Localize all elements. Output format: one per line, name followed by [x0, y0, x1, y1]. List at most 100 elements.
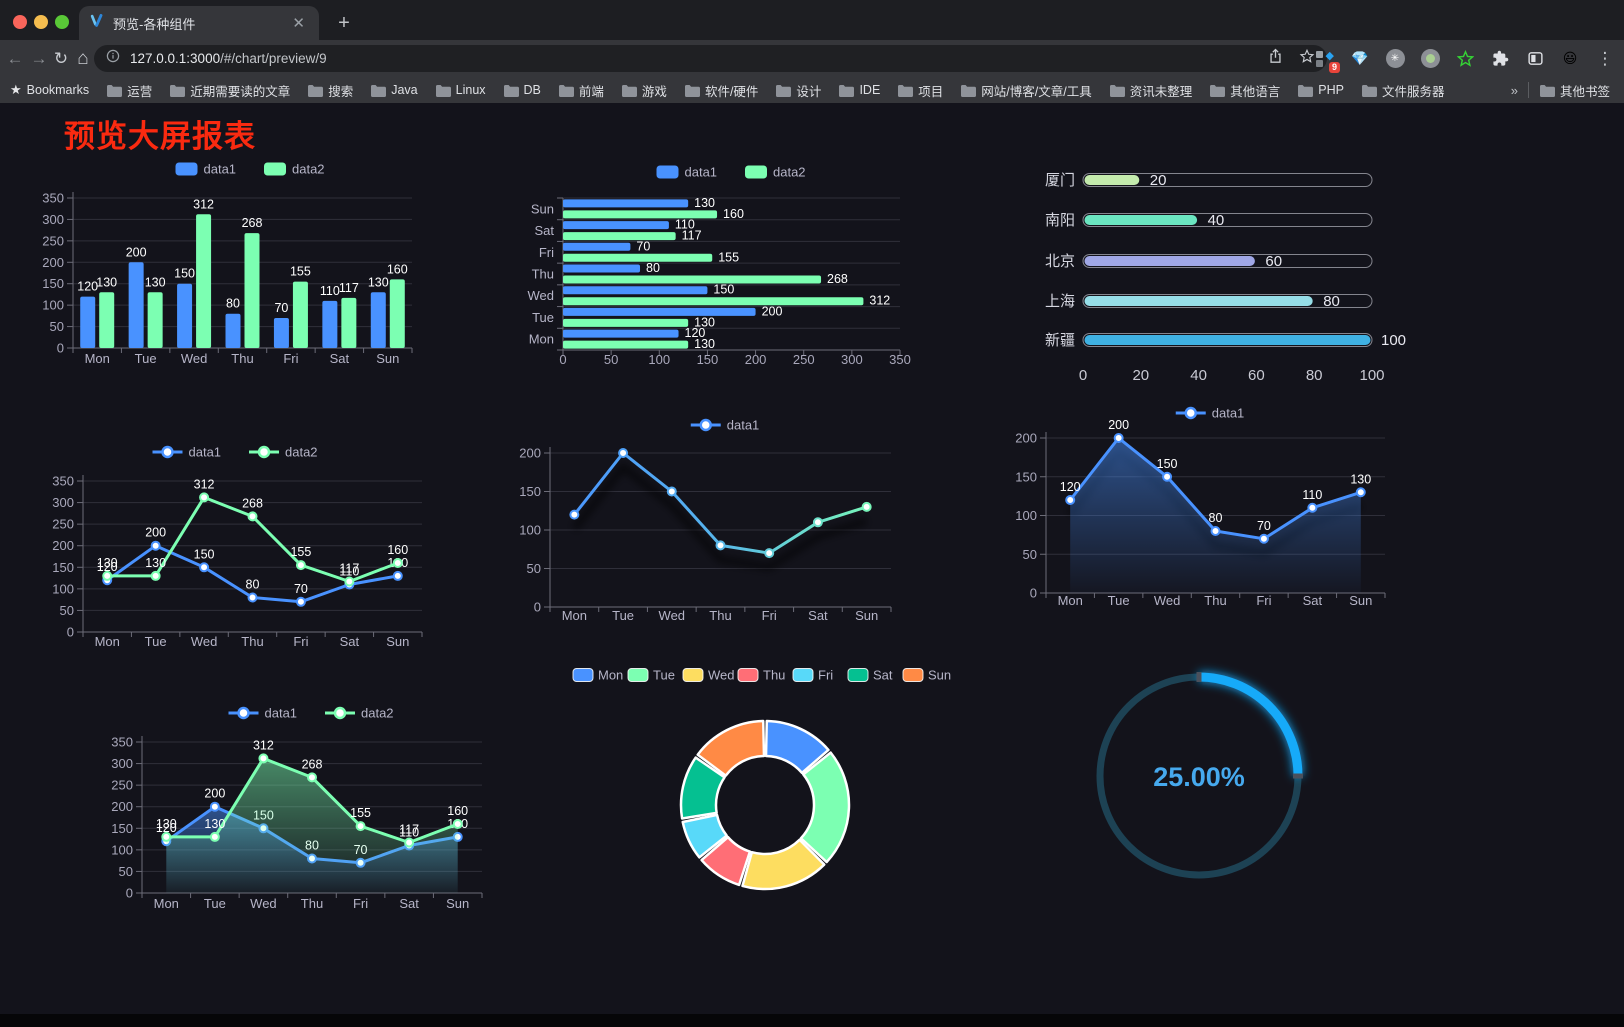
- bookmark-item[interactable]: 资讯未整理: [1109, 81, 1193, 100]
- tab-close-icon[interactable]: ✕: [292, 15, 305, 32]
- bookmark-item[interactable]: 游戏: [621, 81, 667, 100]
- page-content: 预览大屏报表 data1 data2 0 50 100 150 200 250 300 350 Mo…: [0, 103, 1624, 1027]
- bookmark-item[interactable]: PHP: [1297, 83, 1344, 97]
- folder-icon: [1361, 84, 1377, 97]
- browser-tab[interactable]: 预览-各种组件 ✕: [79, 6, 319, 40]
- browser-menu-icon[interactable]: ⋮: [1596, 48, 1614, 68]
- svg-text:Mon: Mon: [1058, 593, 1083, 608]
- folder-icon: [1539, 84, 1555, 97]
- svg-text:Mon: Mon: [529, 332, 554, 347]
- bookmark-label: Linux: [455, 83, 486, 97]
- svg-text:110: 110: [339, 565, 359, 579]
- page-footer: [0, 1014, 1624, 1027]
- back-button[interactable]: ←: [6, 48, 24, 68]
- svg-text:0: 0: [534, 600, 541, 615]
- svg-text:300: 300: [111, 756, 133, 771]
- address-bar[interactable]: 127.0.0.1:3000/#/chart/preview/9: [94, 45, 1327, 72]
- svg-text:268: 268: [242, 216, 263, 230]
- svg-text:250: 250: [52, 517, 74, 532]
- extension-icon-circle-dot[interactable]: [1419, 48, 1441, 70]
- svg-text:Sun: Sun: [855, 608, 878, 623]
- svg-text:Fri: Fri: [1256, 593, 1271, 608]
- bookmark-star-icon[interactable]: [1299, 48, 1315, 69]
- svg-text:130: 130: [96, 275, 117, 289]
- chart-grouped-bar[interactable]: data1 data2 0 50 100 150 200 250 300 350 Mon Tue Wed…: [40, 152, 470, 380]
- extension-icon-green-star[interactable]: [1454, 48, 1476, 70]
- bookmark-label: 软件/硬件: [704, 84, 759, 99]
- new-tab-button[interactable]: +: [338, 11, 350, 34]
- svg-text:130: 130: [145, 275, 166, 289]
- site-info-icon[interactable]: [106, 49, 120, 68]
- svg-text:200: 200: [1015, 431, 1037, 446]
- bookmarks-manager-icon[interactable]: ★: [10, 82, 22, 97]
- bookmark-item[interactable]: 搜索: [307, 81, 353, 100]
- bookmark-item[interactable]: 其他语言: [1209, 81, 1280, 100]
- window-close-button[interactable]: [13, 15, 27, 29]
- chart-gauge[interactable]: 25.00%: [1095, 672, 1307, 884]
- bookmark-item[interactable]: 近期需要读的文章: [169, 81, 290, 100]
- bookmark-item[interactable]: 设计: [775, 81, 821, 100]
- chart-line-area[interactable]: data1 0 50 100 150 200 Mon Tue Wed Thu Fri Sat Sun 12…: [1000, 390, 1400, 620]
- svg-text:0: 0: [559, 352, 566, 367]
- bookmark-item[interactable]: Java: [370, 83, 418, 97]
- bookmark-item[interactable]: DB: [503, 83, 541, 97]
- bookmark-item[interactable]: 软件/硬件: [684, 81, 758, 100]
- svg-text:Tue: Tue: [612, 608, 634, 623]
- extension-icon-emoji[interactable]: 😃: [1562, 50, 1578, 66]
- bookmarks-overflow-icon[interactable]: »: [1510, 82, 1518, 98]
- svg-text:Tue: Tue: [532, 310, 554, 325]
- home-button[interactable]: ⌂: [77, 47, 89, 69]
- svg-text:117: 117: [682, 229, 702, 243]
- svg-text:Sun: Sun: [446, 896, 469, 911]
- svg-text:130: 130: [145, 556, 166, 570]
- svg-text:40: 40: [1190, 367, 1207, 384]
- svg-text:50: 50: [119, 864, 133, 879]
- svg-text:120: 120: [97, 560, 118, 574]
- tab-title: 预览-各种组件: [113, 16, 196, 32]
- svg-text:Sun: Sun: [928, 668, 951, 683]
- svg-text:160: 160: [387, 543, 408, 557]
- url-host: 127.0.0.1:3000: [130, 51, 221, 66]
- svg-text:120: 120: [77, 280, 98, 294]
- window-maximize-button[interactable]: [55, 15, 69, 29]
- svg-text:300: 300: [841, 352, 863, 367]
- svg-text:268: 268: [242, 496, 263, 510]
- extension-icon-circle-asterisk[interactable]: ✳: [1384, 48, 1406, 70]
- svg-text:Wed: Wed: [659, 608, 686, 623]
- svg-text:155: 155: [290, 545, 311, 559]
- bookmark-item[interactable]: 网站/博客/文章/工具: [960, 81, 1092, 100]
- bookmark-item[interactable]: 项目: [897, 81, 943, 100]
- bookmark-item[interactable]: Linux: [435, 83, 486, 97]
- extension-icon-gem[interactable]: 💎: [1351, 50, 1369, 66]
- share-icon[interactable]: [1268, 48, 1283, 69]
- bookmark-item[interactable]: 运营: [106, 81, 152, 100]
- chart-line-gradient[interactable]: data1 0 50 100 150 200 Mon Tue Wed Thu Fri Sat Sun: [505, 400, 905, 632]
- side-panel-icon[interactable]: [1524, 48, 1546, 70]
- chart-line-two-area[interactable]: data1 data2 0 50 100 150 200 250 300 350 Mon Tue Wed…: [105, 675, 525, 923]
- chart-line-two-series[interactable]: data1 data2 0 50 100 150 200 250 300 350 Mon Tue Wed…: [45, 430, 470, 662]
- folder-icon: [1210, 84, 1226, 97]
- svg-text:Wed: Wed: [528, 288, 555, 303]
- forward-button[interactable]: →: [30, 48, 48, 68]
- window-minimize-button[interactable]: [34, 15, 48, 29]
- bookmark-item[interactable]: 文件服务器: [1361, 81, 1444, 100]
- bookmark-item[interactable]: 前端: [558, 81, 604, 100]
- reload-button[interactable]: ↻: [53, 48, 69, 68]
- svg-text:250: 250: [111, 778, 133, 793]
- svg-text:Sat: Sat: [808, 608, 828, 623]
- chart-horizontal-bar[interactable]: data1 data2 0 50 100 150 200 250 300 350 Mon 120 130…: [520, 155, 915, 383]
- url-path: /#/chart/preview/9: [220, 51, 327, 66]
- extensions-puzzle-icon[interactable]: [1489, 48, 1511, 70]
- bookmark-item[interactable]: IDE: [838, 83, 880, 97]
- chart-progress-bars[interactable]: 厦门 20 南阳 40 北京 60 上海 80 新疆 100 0 20 40 60 80 100: [1000, 155, 1406, 400]
- svg-text:Sun: Sun: [531, 201, 554, 216]
- svg-text:data1: data1: [685, 165, 718, 180]
- svg-text:350: 350: [42, 191, 64, 206]
- bookmark-label: 资讯未整理: [1129, 84, 1193, 99]
- other-bookmarks-button[interactable]: 其他书签: [1539, 81, 1610, 100]
- other-bookmarks-label: 其他书签: [1559, 84, 1610, 99]
- bookmarks-label[interactable]: Bookmarks: [26, 83, 90, 97]
- chart-donut[interactable]: Mon Tue Wed Thu Fri Sat Sun: [545, 660, 965, 925]
- extension-icon-grid-badge[interactable]: ◆ 9: [1314, 48, 1340, 73]
